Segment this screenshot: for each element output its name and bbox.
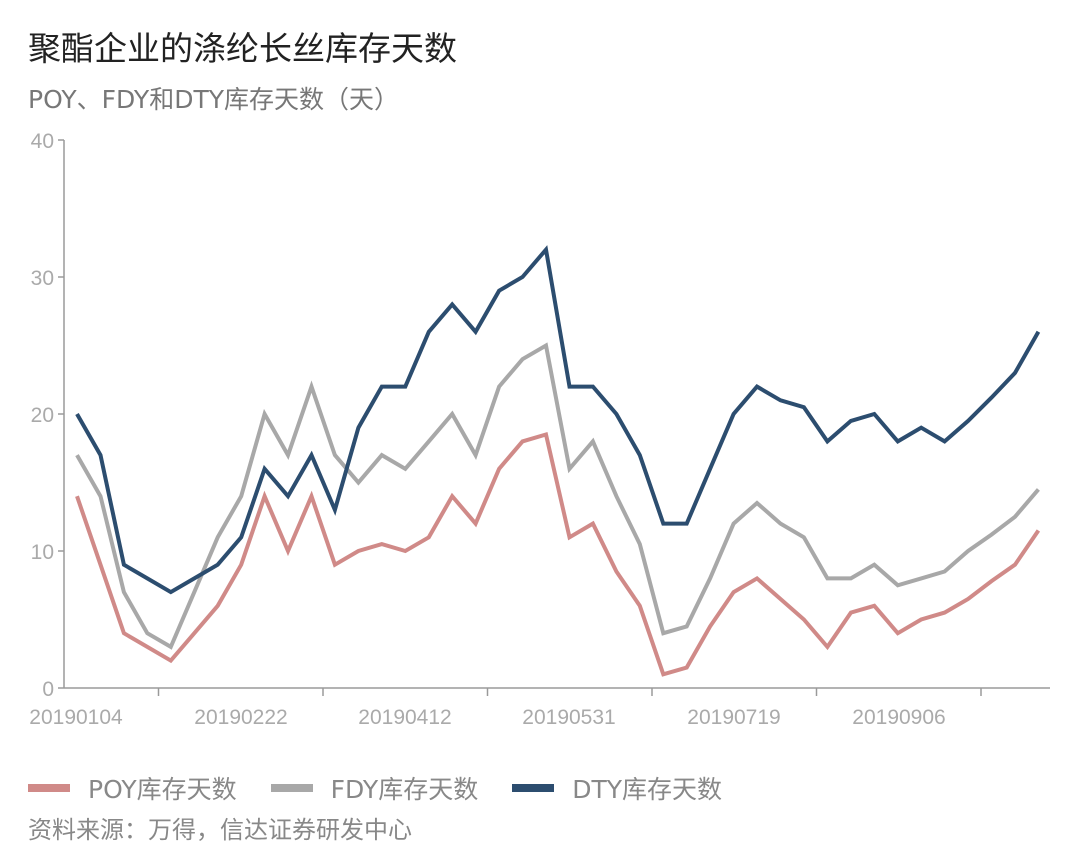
legend-swatch-fdy (270, 784, 313, 792)
chart-legend: POY库存天数 FDY库存天数 DTY库存天数 (28, 770, 756, 806)
x-tick-label: 20190104 (29, 706, 123, 729)
legend-item-fdy: FDY库存天数 (270, 770, 479, 806)
y-tick-label: 0 (42, 678, 54, 701)
legend-label-dty: DTY库存天数 (572, 775, 723, 804)
x-tick-label: 20190906 (852, 706, 945, 729)
y-tick-label: 40 (31, 130, 54, 153)
y-tick-label: 30 (31, 267, 54, 290)
legend-label-fdy: FDY库存天数 (330, 775, 479, 804)
legend-swatch-dty (512, 784, 555, 792)
y-tick-label: 20 (31, 404, 54, 427)
series-line-dty (75, 245, 1041, 595)
legend-item-dty: DTY库存天数 (512, 770, 722, 806)
x-tick-label: 20190531 (522, 706, 615, 729)
legend-item-poy: POY库存天数 (28, 770, 237, 806)
series-line-fdy (75, 342, 1040, 650)
legend-label-poy: POY库存天数 (88, 775, 237, 804)
x-tick-label: 20190719 (687, 706, 780, 729)
y-tick-label: 10 (31, 541, 54, 564)
source-note: 资料来源：万得，信达证券研发中心 (28, 816, 412, 844)
chart-subtitle: POY、FDY和DTY库存天数（天） (28, 85, 399, 114)
x-tick-label: 20190412 (358, 706, 451, 729)
series-line-poy (75, 431, 1041, 677)
legend-swatch-poy (28, 784, 70, 792)
chart-title: 聚酯企业的涤纶长丝库存天数 (28, 29, 457, 68)
x-tick-label: 20190222 (194, 706, 287, 729)
